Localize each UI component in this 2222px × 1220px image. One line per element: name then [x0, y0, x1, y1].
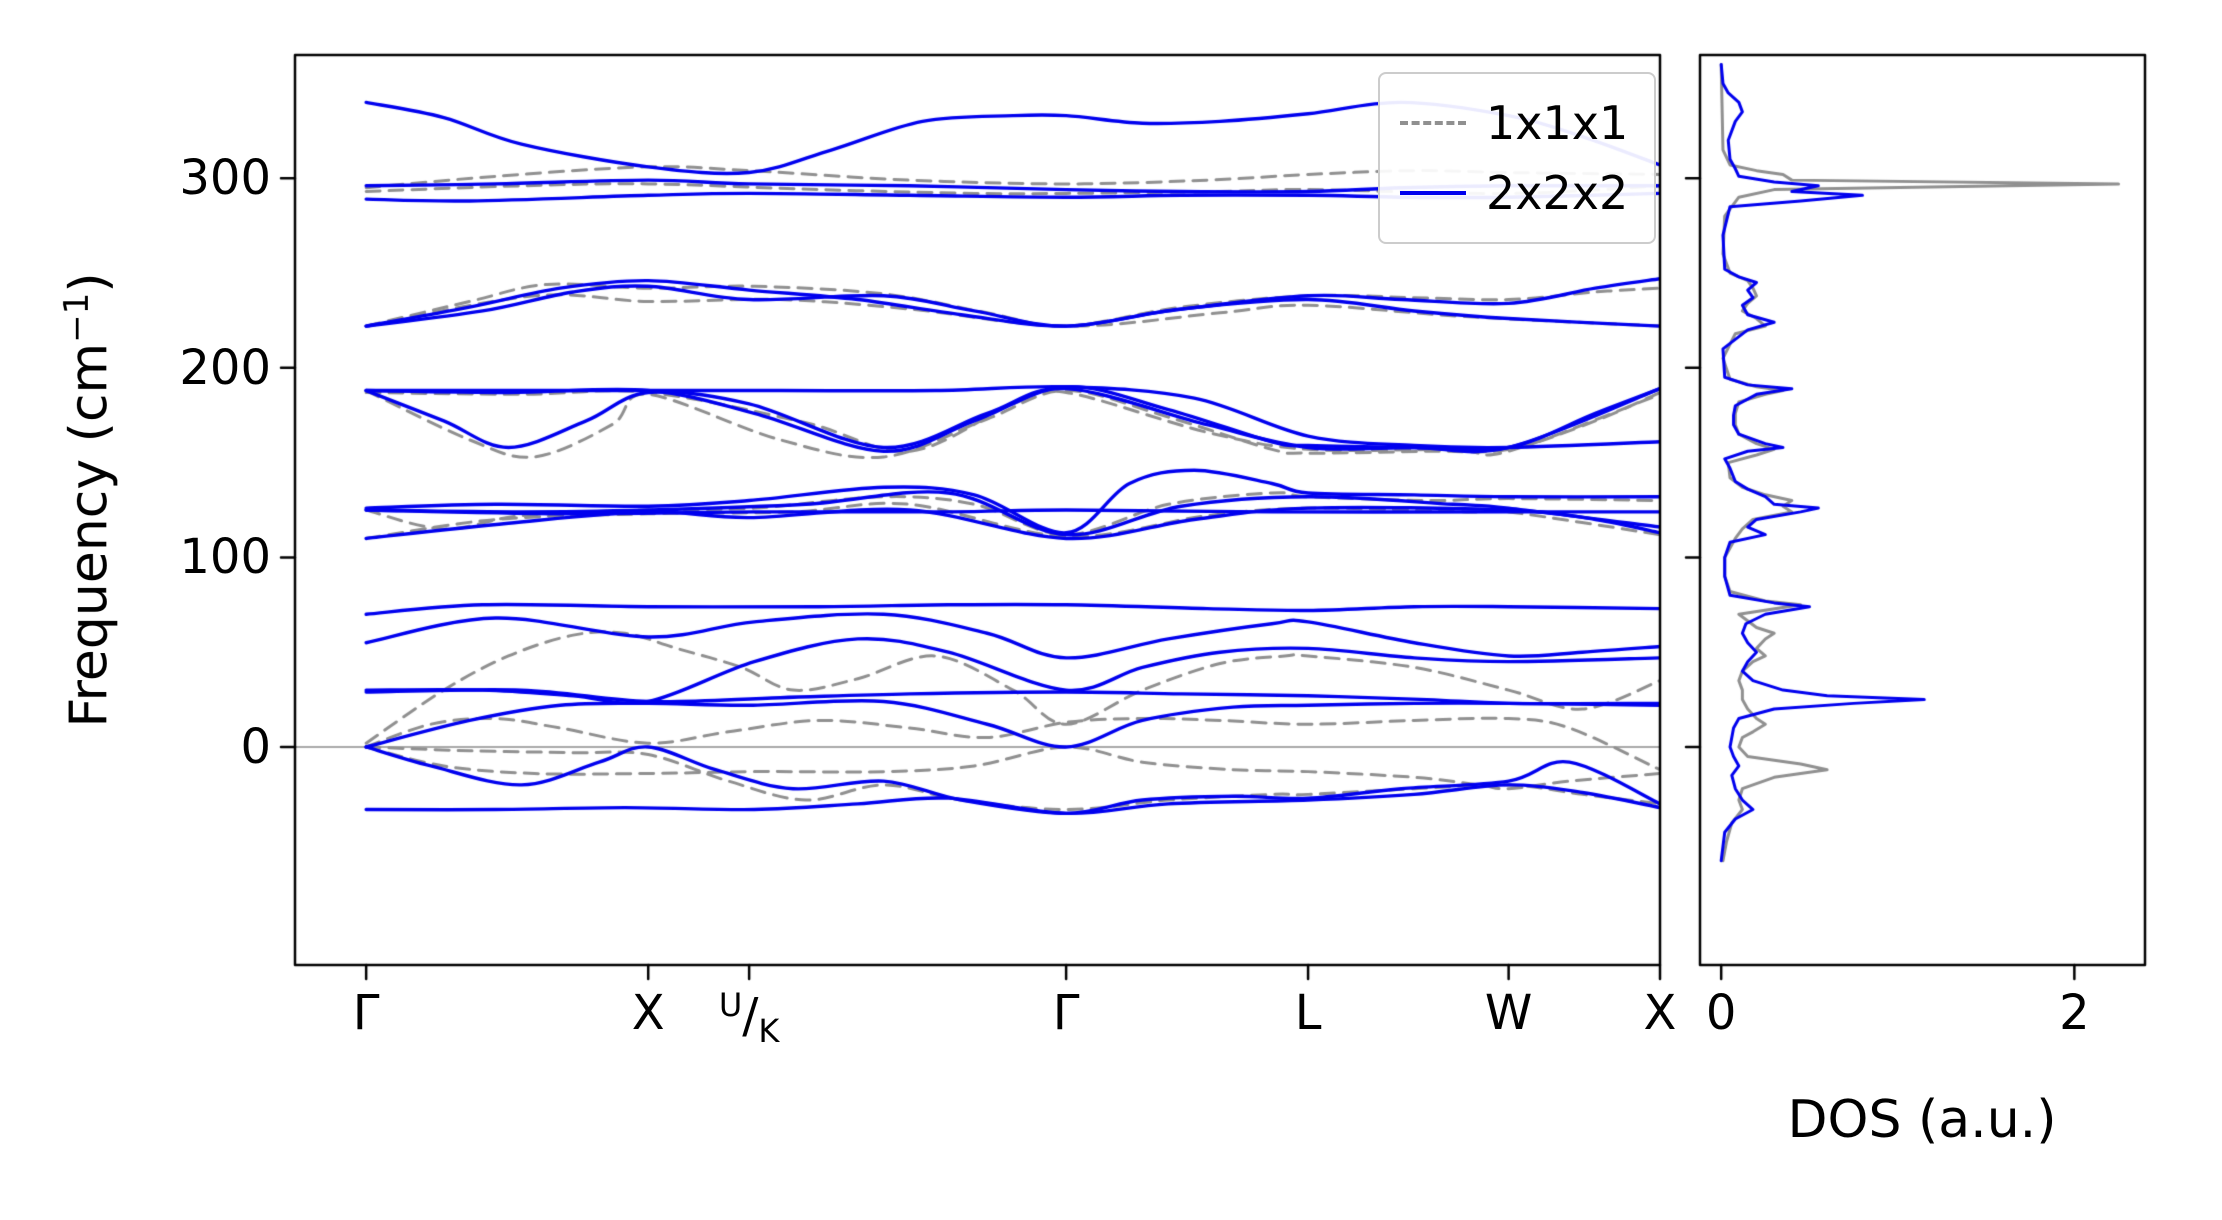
- dashed-line-sample: [1400, 121, 1466, 125]
- x-tick-uk-numerator: U: [718, 986, 743, 1024]
- x-tick-label-3: Γ: [1052, 985, 1080, 1041]
- legend-label: 1x1x1: [1486, 96, 1629, 150]
- x-tick-label-6: X: [1643, 985, 1677, 1041]
- y-tick-label-300: 300: [179, 150, 271, 207]
- legend-label: 2x2x2: [1486, 166, 1629, 220]
- x-tick-uk-slash: /: [742, 988, 759, 1044]
- y-axis-label-prefix: Frequency (cm: [59, 342, 120, 728]
- x-tick-label-4: L: [1294, 985, 1322, 1041]
- legend: 1x1x1 2x2x2: [1378, 72, 1657, 244]
- dos-tick-label-0: 0: [1705, 985, 1737, 1041]
- y-axis-label: Frequency (cm−1): [57, 272, 119, 727]
- x-tick-label-1: X: [631, 985, 665, 1041]
- y-axis-label-suffix: ): [59, 272, 120, 293]
- y-tick-label-0: 0: [240, 718, 271, 775]
- y-axis-label-exponent: −1: [56, 292, 97, 343]
- x-tick-label-0: Γ: [352, 985, 380, 1041]
- x-tick-label-5: W: [1484, 985, 1533, 1041]
- x-tick-uk-denominator: K: [758, 1012, 780, 1050]
- x-tick-label-2: U/K: [719, 989, 780, 1047]
- legend-entry-2x2x2: 2x2x2: [1400, 158, 1628, 228]
- y-tick-label-200: 200: [179, 339, 271, 396]
- legend-entry-1x1x1: 1x1x1: [1400, 88, 1628, 158]
- dos-axis-label: DOS (a.u.): [1787, 1090, 2057, 1150]
- y-tick-label-100: 100: [179, 529, 271, 586]
- dos-tick-label-2: 2: [2059, 985, 2090, 1041]
- solid-line-sample: [1400, 191, 1466, 195]
